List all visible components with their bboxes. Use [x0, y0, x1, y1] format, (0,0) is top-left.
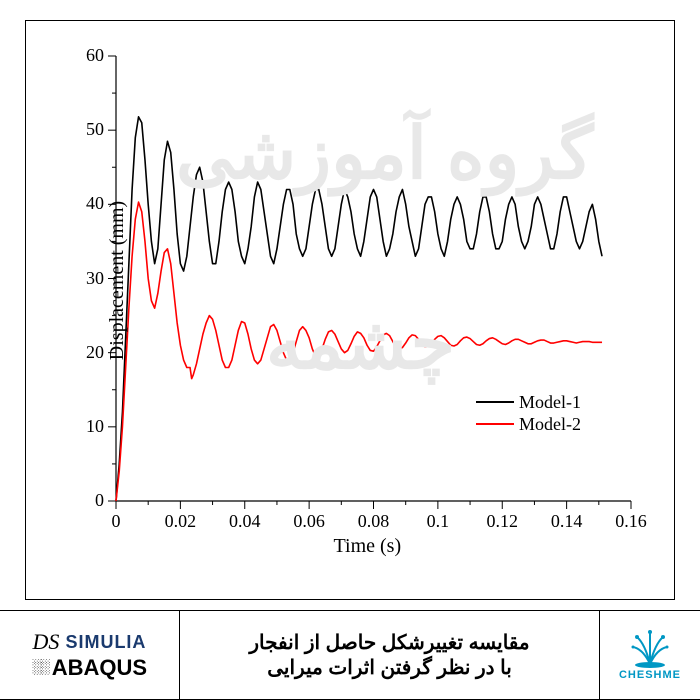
- y-axis-label: Displacement (mm): [106, 200, 129, 359]
- footer-caption: مقایسه تغییرشکل حاصل از انفجار با در نظر…: [180, 611, 600, 699]
- simulia-text: SIMULIA: [65, 632, 146, 653]
- abaqus-logo: ░░ ABAQUS: [32, 655, 147, 681]
- footer-left: DS SIMULIA ░░ ABAQUS: [0, 611, 180, 699]
- simulia-logo: DS SIMULIA: [33, 629, 147, 655]
- chart-area: گروه آموزشیچشمه Displacement (mm) Time (…: [0, 0, 700, 610]
- legend-item: Model-2: [476, 413, 581, 435]
- legend: Model-1Model-2: [476, 391, 581, 435]
- chart-border: گروه آموزشیچشمه Displacement (mm) Time (…: [25, 20, 675, 600]
- abaqus-text: ABAQUS: [52, 655, 147, 681]
- caption-line-1: مقایسه تغییرشکل حاصل از انفجار: [249, 630, 529, 655]
- caption-line-2: با در نظر گرفتن اثرات میرایی: [267, 655, 512, 680]
- legend-item: Model-1: [476, 391, 581, 413]
- ds-icon: DS: [33, 629, 60, 655]
- footer: DS SIMULIA ░░ ABAQUS مقایسه تغییرشکل حاص…: [0, 610, 700, 700]
- footer-right: CHESHME: [600, 611, 700, 699]
- cheshme-text: CHESHME: [619, 669, 681, 681]
- cheshme-logo: CHESHME: [619, 629, 681, 681]
- fountain-icon: [625, 629, 675, 669]
- x-axis-label: Time (s): [334, 535, 402, 558]
- page-container: گروه آموزشیچشمه Displacement (mm) Time (…: [0, 0, 700, 700]
- abaqus-icon: ░░: [32, 660, 48, 676]
